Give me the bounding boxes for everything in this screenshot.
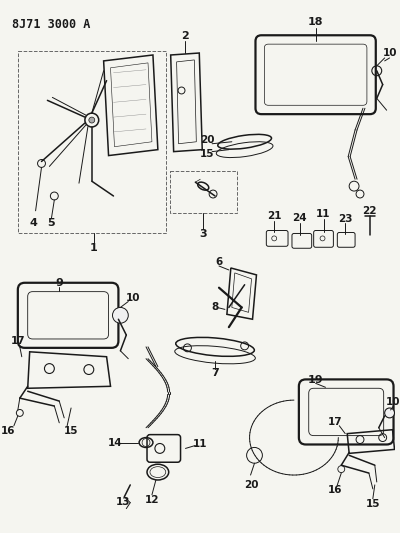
- Bar: [170, 171, 237, 213]
- Text: 15: 15: [200, 149, 214, 159]
- Text: 15: 15: [64, 426, 78, 435]
- Text: 20: 20: [200, 135, 214, 145]
- Text: 4: 4: [30, 217, 38, 228]
- Text: 3: 3: [200, 229, 207, 239]
- Text: 22: 22: [363, 206, 377, 216]
- Text: 19: 19: [308, 375, 324, 385]
- Text: 16: 16: [1, 426, 15, 435]
- Text: 1: 1: [90, 243, 98, 253]
- Text: 7: 7: [211, 368, 219, 378]
- Text: 8: 8: [212, 302, 219, 312]
- Text: 20: 20: [244, 480, 259, 490]
- Text: 14: 14: [108, 438, 123, 448]
- Text: 11: 11: [316, 209, 331, 219]
- Text: 5: 5: [48, 217, 55, 228]
- Text: 18: 18: [308, 18, 323, 27]
- Text: 8J71 3000 A: 8J71 3000 A: [12, 18, 90, 30]
- Text: 11: 11: [193, 440, 208, 449]
- Circle shape: [385, 408, 394, 418]
- Text: 10: 10: [382, 48, 397, 58]
- Text: 23: 23: [338, 214, 352, 224]
- Text: 17: 17: [10, 336, 25, 346]
- Text: 6: 6: [215, 257, 223, 267]
- Text: 24: 24: [292, 213, 307, 223]
- Text: 12: 12: [145, 495, 159, 505]
- Text: 15: 15: [366, 499, 380, 508]
- Text: 9: 9: [55, 278, 63, 288]
- Text: 16: 16: [328, 485, 343, 495]
- Text: 10: 10: [386, 397, 400, 407]
- Text: 13: 13: [116, 497, 130, 507]
- Text: 10: 10: [126, 293, 140, 303]
- Circle shape: [89, 117, 95, 123]
- Bar: [18, 51, 166, 233]
- Text: 17: 17: [328, 417, 343, 427]
- Text: 2: 2: [182, 31, 189, 41]
- Circle shape: [112, 308, 128, 323]
- Text: 21: 21: [267, 211, 282, 221]
